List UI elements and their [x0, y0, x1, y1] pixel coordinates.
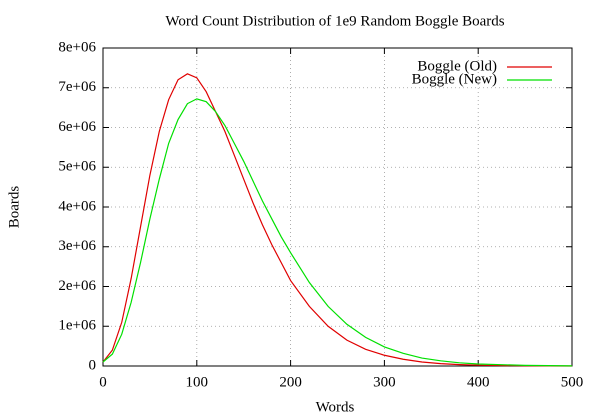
series-line	[102, 98, 573, 367]
y-axis-label: Boards	[6, 186, 22, 229]
plot-frame	[102, 47, 573, 367]
y-tick-label: 5e+06	[58, 159, 96, 175]
x-tick-label: 500	[561, 374, 584, 390]
x-tick-label: 200	[279, 374, 302, 390]
y-tick-label: 7e+06	[58, 79, 96, 95]
chart-title: Word Count Distribution of 1e9 Random Bo…	[165, 13, 504, 29]
x-tick-label: 400	[467, 374, 490, 390]
x-tick-label: 100	[186, 374, 209, 390]
x-tick-label: 300	[373, 374, 396, 390]
y-tick-label: 6e+06	[58, 119, 96, 135]
x-axis-label: Words	[316, 399, 355, 415]
y-tick-label: 1e+06	[58, 318, 96, 334]
y-tick-label: 8e+06	[58, 39, 96, 55]
y-tick-label: 4e+06	[58, 198, 96, 214]
y-tick-label: 0	[89, 357, 97, 373]
series-line	[102, 73, 573, 367]
legend-label: Boggle (New)	[412, 71, 497, 87]
y-tick-label: 2e+06	[58, 278, 96, 294]
legend-label: Boggle (Old)	[417, 58, 497, 74]
y-tick-label: 3e+06	[58, 238, 96, 254]
x-tick-label: 0	[99, 374, 107, 390]
